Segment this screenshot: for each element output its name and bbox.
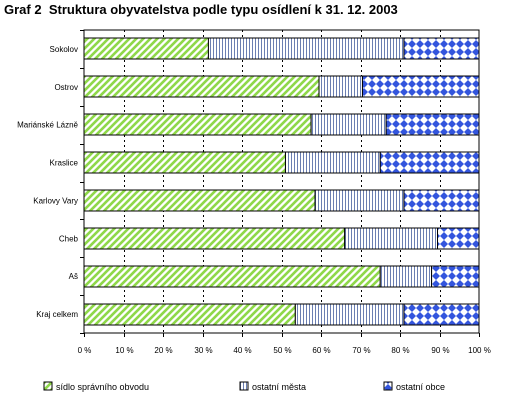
- x-tick-label: 0 %: [78, 346, 92, 355]
- legend-swatch: [43, 381, 53, 391]
- bar-segment: [284, 151, 381, 174]
- category-label: Karlovy Vary: [33, 196, 78, 205]
- category-label: Aš: [69, 272, 78, 281]
- chart-title: Graf 2 Struktura obyvatelstva podle typu…: [4, 2, 398, 17]
- bar-segment: [83, 265, 381, 288]
- bar-segment: [344, 227, 439, 250]
- bar-segment: [310, 113, 387, 136]
- x-tick-label: 80 %: [391, 346, 409, 355]
- x-tick-label: 40 %: [233, 346, 251, 355]
- category-label: Mariánské Lázně: [17, 121, 78, 130]
- legend-swatch: [383, 381, 393, 391]
- bar-segment: [83, 37, 209, 60]
- bar-segment: [403, 37, 480, 60]
- bar-segment: [83, 113, 312, 136]
- bar-segment: [403, 189, 480, 212]
- chart-title-prefix: Graf 2: [4, 2, 42, 17]
- bar-segment: [361, 75, 480, 98]
- bar-segment: [385, 113, 480, 136]
- x-tick-label: 90 %: [431, 346, 449, 355]
- chart-title-text: Struktura obyvatelstva podle typu osídle…: [48, 2, 398, 17]
- category-label: Ostrov: [54, 83, 78, 92]
- x-tick-label: 100 %: [468, 346, 491, 355]
- bar-segment: [83, 151, 286, 174]
- x-tick-label: 50 %: [273, 346, 291, 355]
- x-tick-label: 20 %: [154, 346, 172, 355]
- legend-item: ostatní obce: [383, 381, 445, 392]
- bar-segment: [294, 303, 405, 326]
- bar-segment: [83, 189, 316, 212]
- x-tick-label: 70 %: [352, 346, 370, 355]
- legend-label: ostatní obce: [396, 382, 445, 392]
- bar-segment: [431, 265, 480, 288]
- bar-segment: [379, 265, 433, 288]
- legend-item: sídlo správního obvodu: [43, 381, 149, 392]
- legend-swatch: [239, 381, 249, 391]
- category-label: Sokolov: [50, 45, 78, 54]
- category-label: Kraslice: [50, 159, 79, 168]
- x-tick-label: 60 %: [312, 346, 330, 355]
- bar-segment: [314, 189, 405, 212]
- bar-segment: [403, 303, 480, 326]
- bar-segment: [83, 227, 346, 250]
- bar-segment: [318, 75, 363, 98]
- bar-segment: [437, 227, 480, 250]
- bar-segment: [379, 151, 480, 174]
- bar-segment: [83, 303, 296, 326]
- category-label: Kraj celkem: [36, 310, 78, 319]
- legend-item: ostatní města: [239, 381, 306, 392]
- bar-segment: [83, 75, 320, 98]
- x-tick-label: 10 %: [115, 346, 133, 355]
- legend-label: ostatní města: [252, 382, 306, 392]
- x-tick-label: 30 %: [194, 346, 212, 355]
- category-label: Cheb: [59, 234, 79, 243]
- bar-segment: [207, 37, 405, 60]
- legend-label: sídlo správního obvodu: [56, 382, 149, 392]
- plot-area: [83, 29, 480, 334]
